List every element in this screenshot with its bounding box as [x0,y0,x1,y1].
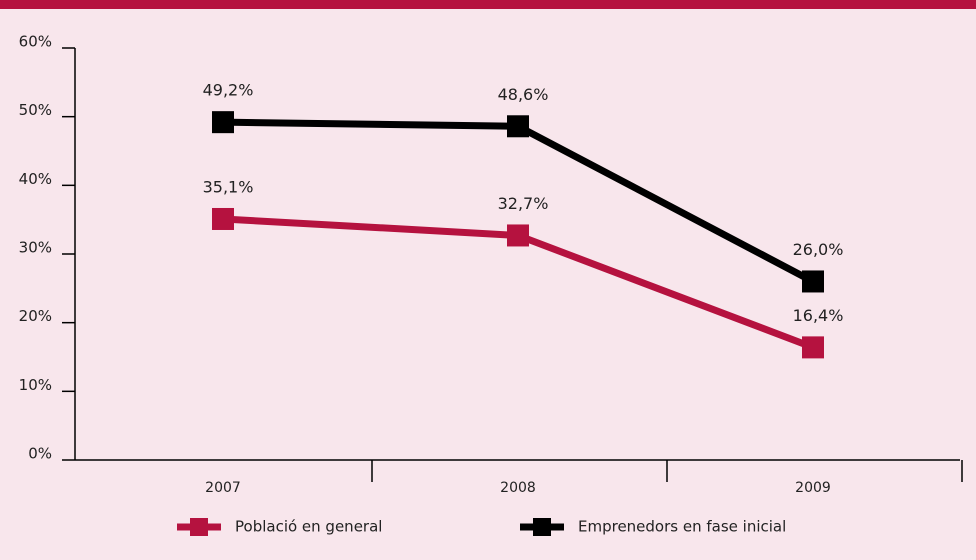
point [802,270,824,293]
y-tick-label: 30% [19,239,52,257]
y-tick-label: 0% [28,445,52,463]
y-tick-label: 10% [19,376,52,394]
point [802,336,824,359]
x-tick-label: 2007 [205,480,241,496]
value-label: 49,2% [203,81,254,100]
legend-label: Emprenedors en fase inicial [578,518,786,536]
value-label: 16,4% [793,306,844,325]
x-tick-label: 2008 [500,480,536,496]
legend-marker [533,518,551,536]
point [507,224,529,247]
y-tick-label: 60% [19,33,52,51]
point [212,111,234,134]
y-tick-label: 20% [19,307,52,325]
legend-label: Població en general [235,518,382,536]
value-label: 48,6% [498,85,549,104]
value-label: 35,1% [203,177,254,196]
x-tick-label: 2009 [795,480,831,496]
point [507,115,529,138]
legend-marker [190,518,208,536]
y-tick-label: 50% [19,101,52,119]
header-bar [0,0,976,9]
value-label: 26,0% [793,240,844,259]
point [212,207,234,230]
y-tick-label: 40% [19,170,52,188]
value-label: 32,7% [498,194,549,213]
